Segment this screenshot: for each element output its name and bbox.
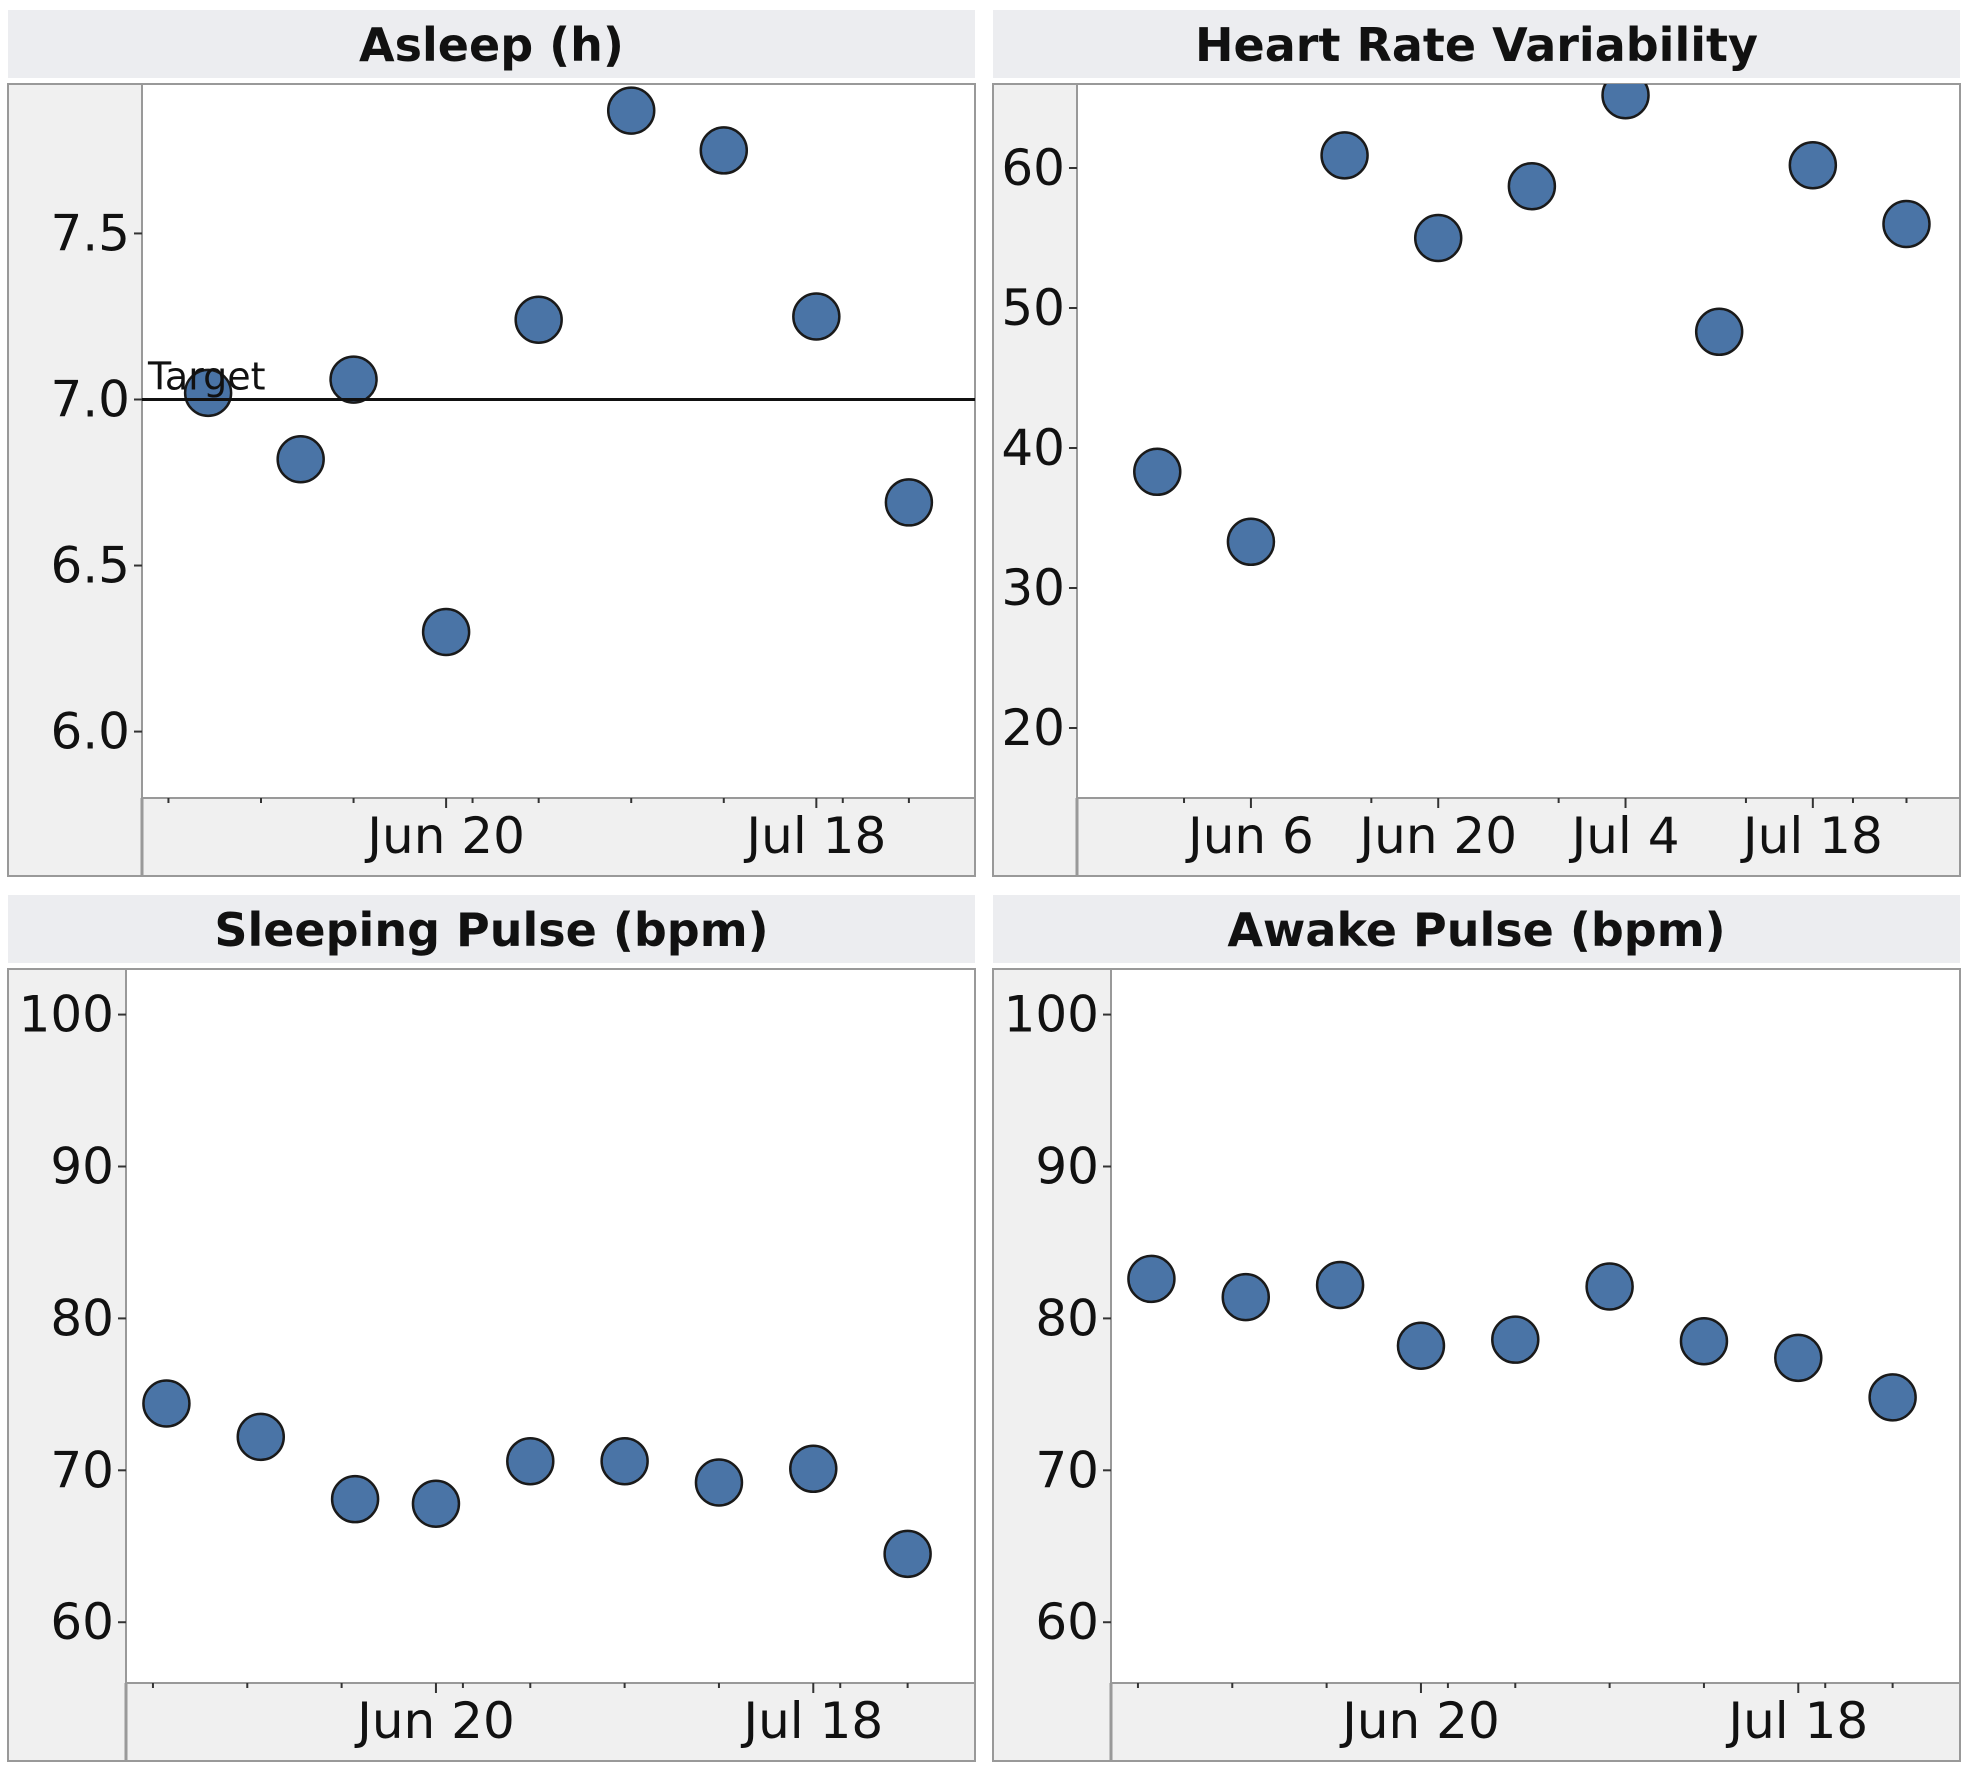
reference-line-label: Target <box>147 354 266 398</box>
panel-sleeping-pulse: Sleeping Pulse (bpm) 60 70 80 90 100 Jun 20 Jul… <box>7 895 976 1762</box>
data-point[interactable] <box>330 1474 380 1524</box>
data-point[interactable] <box>236 1412 286 1462</box>
data-point[interactable] <box>142 1379 191 1428</box>
x-tick-label: Jun 20 <box>1339 1692 1500 1750</box>
y-tick-label: 60 <box>50 1593 114 1651</box>
points-layer <box>1133 72 1931 567</box>
data-point[interactable] <box>789 1444 838 1494</box>
plot-area <box>1110 968 1961 1684</box>
x-tick-label: Jul 18 <box>740 1692 883 1750</box>
data-point[interactable] <box>1396 1321 1446 1370</box>
y-tick-label: 80 <box>50 1289 114 1347</box>
y-tick-label: 90 <box>1035 1137 1099 1195</box>
y-tick-label: 50 <box>1001 279 1065 337</box>
data-point[interactable] <box>606 86 656 135</box>
panel-title: Heart Rate Variability <box>1195 18 1758 72</box>
data-point[interactable] <box>1868 1373 1917 1422</box>
y-tick-label: 40 <box>1001 419 1065 477</box>
data-point[interactable] <box>884 478 934 527</box>
panel-header <box>8 895 975 963</box>
y-tick-label: 60 <box>1001 139 1065 197</box>
data-point[interactable] <box>1507 161 1557 211</box>
data-point[interactable] <box>1221 1272 1271 1322</box>
points-layer <box>142 1379 932 1579</box>
data-point[interactable] <box>883 1529 932 1579</box>
data-point[interactable] <box>1774 1333 1823 1383</box>
x-tick-label: Jun 20 <box>364 807 525 865</box>
y-tick-label: 7.5 <box>50 204 130 262</box>
data-point[interactable] <box>329 355 378 404</box>
x-tick-label: Jul 18 <box>743 807 886 865</box>
data-point[interactable] <box>276 435 325 484</box>
y-tick-label: 100 <box>1004 986 1099 1044</box>
y-tick-label: 7.0 <box>50 370 130 428</box>
data-point[interactable] <box>1226 517 1276 567</box>
data-point[interactable] <box>183 368 233 418</box>
data-point[interactable] <box>792 292 841 341</box>
x-tick-label: Jun 6 <box>1185 807 1314 865</box>
points-layer <box>1127 1254 1917 1422</box>
x-tick-label: Jul 18 <box>1740 807 1883 865</box>
data-point[interactable] <box>1320 131 1369 180</box>
y-tick-label: 60 <box>1035 1593 1099 1651</box>
data-point[interactable] <box>421 607 471 657</box>
data-point[interactable] <box>1585 1262 1634 1311</box>
y-tick-label: 70 <box>1035 1441 1099 1499</box>
data-point[interactable] <box>1882 199 1931 249</box>
data-point[interactable] <box>514 295 563 345</box>
data-point[interactable] <box>411 1479 461 1528</box>
y-tick-label: 80 <box>1035 1289 1099 1347</box>
panel-title: Sleeping Pulse (bpm) <box>214 903 768 957</box>
data-point[interactable] <box>506 1436 555 1486</box>
plot-area <box>125 968 976 1684</box>
plot-area <box>141 83 976 799</box>
x-tick-label: Jul 4 <box>1569 807 1680 865</box>
panel-title: Awake Pulse (bpm) <box>1227 903 1725 957</box>
data-point[interactable] <box>1788 140 1838 190</box>
panel-asleep: Asleep (h) 6.0 6.5 7.0 7.5 Jun 20 Jul 18 Target <box>7 10 976 877</box>
data-point[interactable] <box>1413 213 1463 263</box>
data-point[interactable] <box>1601 72 1650 120</box>
data-point[interactable] <box>699 126 749 175</box>
panel-header <box>993 10 1960 78</box>
y-tick-label: 30 <box>1001 559 1065 617</box>
x-tick-label: Jun 20 <box>354 1692 515 1750</box>
data-point[interactable] <box>1679 1316 1729 1366</box>
y-tick-label: 20 <box>1001 699 1065 757</box>
y-tick-label: 90 <box>50 1137 114 1195</box>
x-tick-label: Jul 18 <box>1725 1692 1868 1750</box>
y-tick-label: 70 <box>50 1441 114 1499</box>
panel-awake-pulse: Awake Pulse (bpm) 60 70 80 90 100 Jun 20 Jul 18 <box>992 895 1961 1762</box>
data-point[interactable] <box>600 1436 649 1486</box>
data-point[interactable] <box>1491 1315 1540 1364</box>
y-tick-label: 100 <box>19 986 114 1044</box>
data-point[interactable] <box>1133 447 1182 497</box>
panel-hrv: Heart Rate Variability 20 30 40 50 60 Jun 6 Jun… <box>992 10 1961 877</box>
x-tick-label: Jun 20 <box>1356 807 1517 865</box>
y-tick-label: 6.0 <box>50 703 130 761</box>
panel-header <box>993 895 1960 963</box>
data-point[interactable] <box>1694 307 1744 357</box>
panel-title: Asleep (h) <box>359 18 624 72</box>
points-layer <box>183 86 934 657</box>
data-point[interactable] <box>1127 1254 1176 1304</box>
data-point[interactable] <box>694 1458 744 1507</box>
panel-header <box>8 10 975 78</box>
y-tick-label: 6.5 <box>50 537 130 595</box>
data-point[interactable] <box>1315 1260 1365 1310</box>
